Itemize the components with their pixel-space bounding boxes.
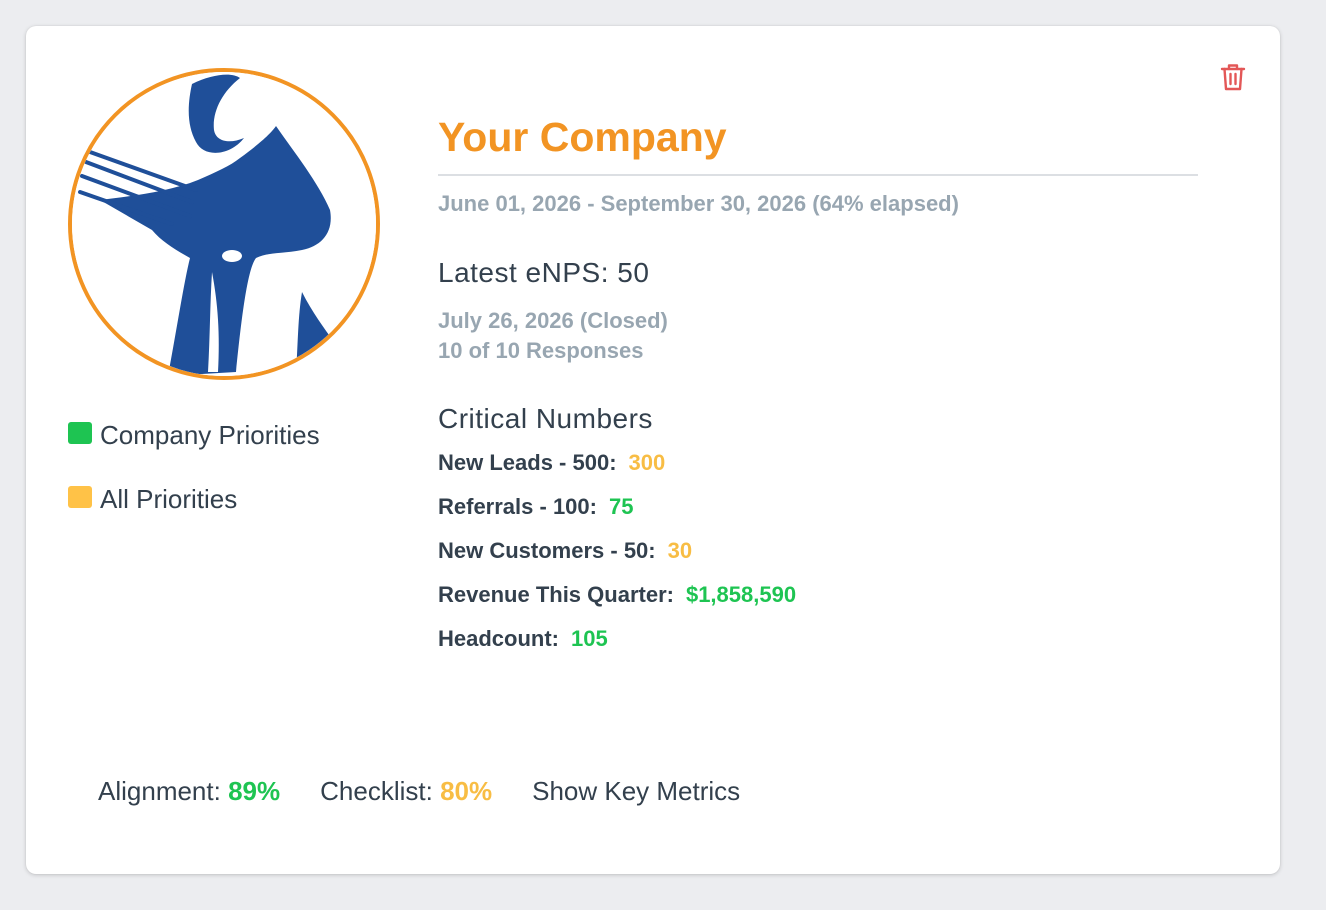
alignment-label: Alignment: — [98, 776, 221, 806]
critical-numbers-heading: Critical Numbers — [438, 403, 653, 434]
company-logo — [68, 68, 380, 380]
company-info: Your Company June 01, 2026 - September 3… — [438, 112, 1198, 668]
legend-label: All Priorities — [100, 483, 238, 514]
card-footer: Alignment: 89% Checklist: 80% Show Key M… — [98, 776, 780, 807]
critical-number-label: Referrals - 100: — [438, 494, 597, 519]
critical-number-value: 105 — [571, 626, 608, 651]
company-title: Your Company — [438, 112, 1198, 176]
critical-number-row[interactable]: New Customers - 50: 30 — [438, 536, 1198, 580]
critical-number-row[interactable]: Headcount: 105 — [438, 624, 1198, 668]
priority-legend: Company Priorities All Priorities — [68, 418, 320, 546]
legend-company-priorities[interactable]: Company Priorities — [68, 418, 320, 452]
enps-heading: Latest eNPS: 50 — [438, 257, 650, 288]
company-logo-image — [72, 72, 376, 376]
alignment-stat[interactable]: Alignment: 89% — [98, 776, 280, 807]
legend-all-priorities[interactable]: All Priorities — [68, 482, 320, 516]
legend-label: Company Priorities — [100, 419, 320, 450]
critical-numbers-list: New Leads - 500: 300 Referrals - 100: 75 N… — [438, 448, 1198, 668]
delete-button[interactable] — [1216, 60, 1250, 94]
critical-number-label: New Customers - 50: — [438, 538, 656, 563]
critical-number-value: 30 — [667, 538, 693, 563]
legend-swatch-yellow — [68, 486, 92, 508]
company-card: Company Priorities All Priorities Your C… — [26, 26, 1280, 874]
critical-number-row[interactable]: Revenue This Quarter: $1,858,590 — [438, 580, 1198, 624]
checklist-label: Checklist: — [320, 776, 433, 806]
show-key-metrics-link[interactable]: Show Key Metrics — [532, 776, 741, 806]
critical-number-value: 300 — [628, 450, 666, 475]
critical-number-row[interactable]: New Leads - 500: 300 — [438, 448, 1198, 492]
critical-number-label: Revenue This Quarter: — [438, 582, 674, 607]
checklist-value: 80% — [440, 776, 493, 806]
enps-survey-date: July 26, 2026 (Closed) — [438, 308, 668, 333]
trash-icon — [1220, 64, 1246, 91]
critical-number-row[interactable]: Referrals - 100: 75 — [438, 492, 1198, 536]
enps-responses: 10 of 10 Responses — [438, 338, 644, 363]
checklist-stat[interactable]: Checklist: 80% — [320, 776, 492, 807]
date-range: June 01, 2026 - September 30, 2026 (64% … — [438, 191, 959, 216]
critical-number-label: Headcount: — [438, 626, 559, 651]
enps-meta: July 26, 2026 (Closed) 10 of 10 Response… — [438, 306, 1198, 366]
critical-number-value: 75 — [608, 494, 634, 519]
critical-number-value: $1,858,590 — [685, 582, 797, 607]
legend-swatch-green — [68, 422, 92, 444]
critical-number-label: New Leads - 500: — [438, 450, 617, 475]
alignment-value: 89% — [228, 776, 281, 806]
